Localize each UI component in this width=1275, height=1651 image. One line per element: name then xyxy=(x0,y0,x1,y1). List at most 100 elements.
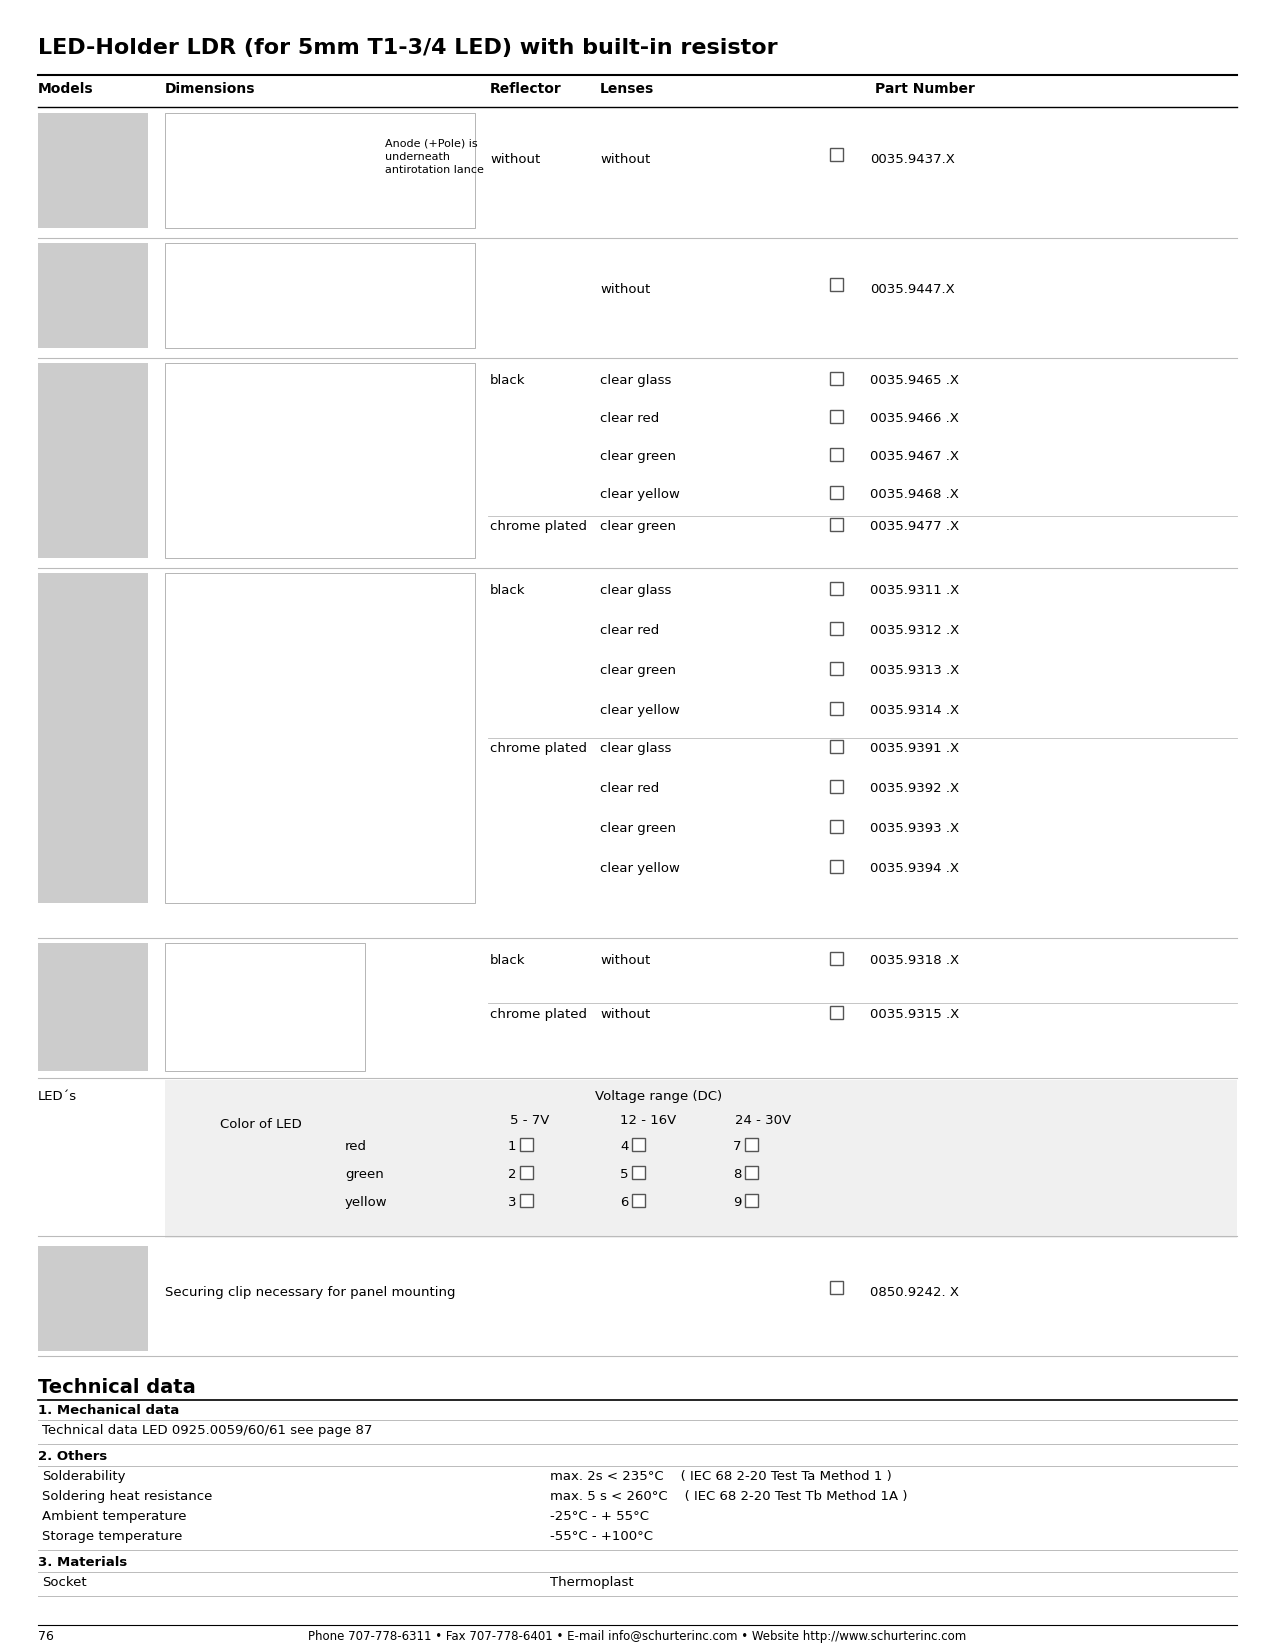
Text: 3. Materials: 3. Materials xyxy=(38,1555,128,1568)
Text: 76: 76 xyxy=(38,1630,54,1643)
Text: clear green: clear green xyxy=(601,520,676,533)
Text: Anode (+Pole) is: Anode (+Pole) is xyxy=(385,139,478,149)
Text: underneath: underneath xyxy=(385,152,450,162)
Text: -55°C - +100°C: -55°C - +100°C xyxy=(550,1530,653,1544)
Text: 3: 3 xyxy=(507,1195,516,1209)
Text: 0035.9477 .X: 0035.9477 .X xyxy=(870,520,959,533)
Bar xyxy=(38,363,148,558)
Bar xyxy=(164,112,476,228)
Text: clear green: clear green xyxy=(601,451,676,462)
Bar xyxy=(830,371,843,385)
Bar xyxy=(830,821,843,834)
Text: 12 - 16V: 12 - 16V xyxy=(620,1114,676,1128)
Text: 0035.9311 .X: 0035.9311 .X xyxy=(870,584,959,598)
Text: 0035.9466 .X: 0035.9466 .X xyxy=(870,413,959,424)
Bar xyxy=(164,573,476,903)
Bar xyxy=(632,1138,645,1151)
Text: 6: 6 xyxy=(620,1195,629,1209)
Bar xyxy=(520,1194,533,1207)
Text: Color of LED: Color of LED xyxy=(221,1118,302,1131)
Text: 2: 2 xyxy=(507,1167,516,1180)
Text: Storage temperature: Storage temperature xyxy=(42,1530,182,1544)
Text: Reflector: Reflector xyxy=(490,83,562,96)
Text: chrome plated: chrome plated xyxy=(490,520,586,533)
Text: chrome plated: chrome plated xyxy=(490,741,586,755)
Text: Solderability: Solderability xyxy=(42,1469,125,1483)
Bar xyxy=(745,1194,759,1207)
Text: black: black xyxy=(490,584,525,598)
Bar xyxy=(830,149,843,162)
Text: -25°C - + 55°C: -25°C - + 55°C xyxy=(550,1511,649,1522)
Text: 5: 5 xyxy=(620,1167,629,1180)
Text: Dimensions: Dimensions xyxy=(164,83,255,96)
Text: black: black xyxy=(490,954,525,967)
Bar xyxy=(164,943,365,1071)
Text: 0035.9392 .X: 0035.9392 .X xyxy=(870,783,959,796)
Text: clear green: clear green xyxy=(601,664,676,677)
Text: clear yellow: clear yellow xyxy=(601,703,680,717)
Text: 4: 4 xyxy=(620,1139,629,1152)
Bar xyxy=(830,860,843,873)
Bar xyxy=(830,779,843,792)
Text: Part Number: Part Number xyxy=(875,83,975,96)
Text: max. 5 s < 260°C    ( IEC 68 2-20 Test Tb Method 1A ): max. 5 s < 260°C ( IEC 68 2-20 Test Tb M… xyxy=(550,1489,908,1502)
Bar xyxy=(38,243,148,348)
Bar xyxy=(830,518,843,532)
Text: 9: 9 xyxy=(733,1195,741,1209)
Bar xyxy=(830,1281,843,1294)
Text: Technical data LED 0925.0059/60/61 see page 87: Technical data LED 0925.0059/60/61 see p… xyxy=(42,1425,372,1436)
Bar xyxy=(164,363,476,558)
Text: Lenses: Lenses xyxy=(601,83,654,96)
Text: without: without xyxy=(601,954,650,967)
Text: Models: Models xyxy=(38,83,93,96)
Text: green: green xyxy=(346,1167,384,1180)
Text: Technical data: Technical data xyxy=(38,1379,196,1397)
Text: clear red: clear red xyxy=(601,783,659,796)
Bar xyxy=(38,943,148,1071)
Text: without: without xyxy=(490,154,541,167)
Text: LED-Holder LDR (for 5mm T1-3/4 LED) with built-in resistor: LED-Holder LDR (for 5mm T1-3/4 LED) with… xyxy=(38,38,778,58)
Bar xyxy=(164,243,476,348)
Text: Thermoplast: Thermoplast xyxy=(550,1577,634,1588)
Text: clear glass: clear glass xyxy=(601,375,672,386)
Bar xyxy=(830,662,843,675)
Text: clear yellow: clear yellow xyxy=(601,862,680,875)
Bar xyxy=(830,740,843,753)
Text: Voltage range (DC): Voltage range (DC) xyxy=(595,1090,722,1103)
Text: clear glass: clear glass xyxy=(601,584,672,598)
Text: 1: 1 xyxy=(507,1139,516,1152)
Text: max. 2s < 235°C    ( IEC 68 2-20 Test Ta Method 1 ): max. 2s < 235°C ( IEC 68 2-20 Test Ta Me… xyxy=(550,1469,891,1483)
Text: 0035.9437.X: 0035.9437.X xyxy=(870,154,955,167)
Text: 0035.9391 .X: 0035.9391 .X xyxy=(870,741,959,755)
Bar xyxy=(830,447,843,461)
Text: Phone 707-778-6311 • Fax 707-778-6401 • E-mail info@schurterinc.com • Website ht: Phone 707-778-6311 • Fax 707-778-6401 • … xyxy=(307,1630,966,1643)
Text: 24 - 30V: 24 - 30V xyxy=(734,1114,790,1128)
Text: 0035.9318 .X: 0035.9318 .X xyxy=(870,954,959,967)
Text: clear yellow: clear yellow xyxy=(601,489,680,500)
Bar xyxy=(830,485,843,499)
Text: without: without xyxy=(601,282,650,296)
Text: 0035.9394 .X: 0035.9394 .X xyxy=(870,862,959,875)
Text: black: black xyxy=(490,375,525,386)
Bar xyxy=(632,1194,645,1207)
Bar xyxy=(830,702,843,715)
Bar xyxy=(830,277,843,291)
Bar xyxy=(38,112,148,228)
Text: Securing clip necessary for panel mounting: Securing clip necessary for panel mounti… xyxy=(164,1286,455,1299)
Text: without: without xyxy=(601,1009,650,1020)
Bar xyxy=(38,1247,148,1351)
Bar xyxy=(830,409,843,423)
Text: 7: 7 xyxy=(733,1139,742,1152)
Bar xyxy=(164,1080,1237,1238)
Text: 5 - 7V: 5 - 7V xyxy=(510,1114,550,1128)
Text: chrome plated: chrome plated xyxy=(490,1009,586,1020)
Text: 0035.9465 .X: 0035.9465 .X xyxy=(870,375,959,386)
Bar xyxy=(745,1166,759,1179)
Bar xyxy=(830,583,843,594)
Text: clear red: clear red xyxy=(601,624,659,637)
Bar xyxy=(830,1005,843,1019)
Text: 0035.9467 .X: 0035.9467 .X xyxy=(870,451,959,462)
Text: without: without xyxy=(601,154,650,167)
Text: LED´s: LED´s xyxy=(38,1090,76,1103)
Bar xyxy=(520,1138,533,1151)
